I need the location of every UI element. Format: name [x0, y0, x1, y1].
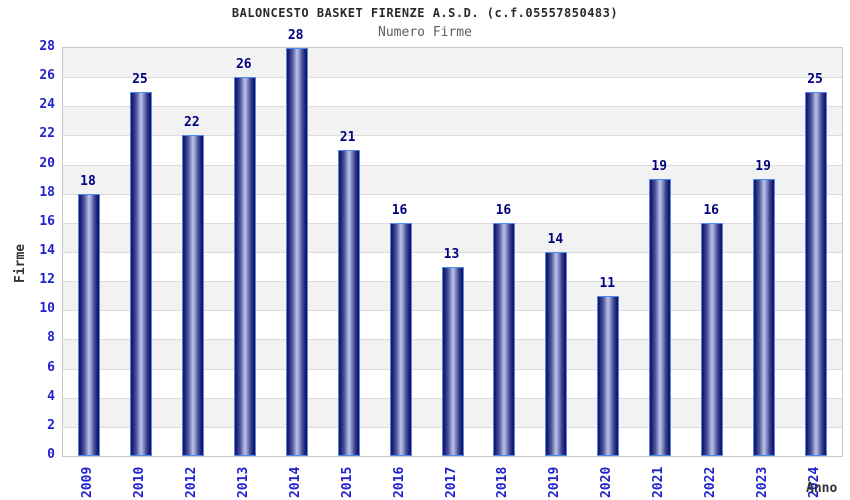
y-tick-label: 0 [47, 447, 55, 462]
bar-value-label: 19 [651, 159, 668, 175]
y-tick-label: 8 [47, 330, 55, 346]
bar [129, 91, 152, 456]
x-tick-label: 2022 [703, 466, 719, 498]
bar-value-label: 11 [599, 275, 616, 291]
bar [753, 179, 776, 456]
x-tick-label: 2023 [755, 466, 771, 498]
bar [233, 77, 256, 456]
chart-title: BALONCESTO BASKET FIRENZE A.S.D. (c.f.05… [231, 6, 619, 20]
grid-band [63, 48, 842, 78]
y-tick-label: 4 [47, 388, 55, 404]
bar-value-label: 22 [184, 115, 200, 131]
y-tick-label: 24 [39, 97, 55, 113]
x-tick-label: 2015 [339, 466, 355, 498]
bar-value-label: 19 [755, 159, 771, 175]
grid-band [63, 135, 842, 165]
plot-area [62, 47, 843, 457]
bar [545, 252, 568, 456]
bar-value-label: 26 [235, 57, 252, 73]
x-tick-label: 2014 [287, 466, 303, 498]
bar-value-label: 18 [80, 173, 96, 189]
x-tick-label: 2012 [183, 466, 199, 498]
x-axis-title: Anno [806, 481, 838, 496]
chart-subtitle: Numero Firme [378, 25, 472, 40]
bar-value-label: 14 [547, 232, 564, 247]
bar-value-label: 25 [807, 71, 823, 87]
bar [701, 222, 724, 456]
grid-band [63, 164, 842, 194]
bar-value-label: 16 [703, 202, 719, 218]
bar [389, 222, 412, 456]
x-tick-label: 2016 [391, 466, 407, 498]
y-tick-label: 26 [39, 68, 55, 84]
bar [649, 179, 672, 456]
x-tick-label: 2020 [599, 466, 615, 498]
y-tick-label: 28 [39, 39, 55, 54]
y-tick-label: 18 [39, 184, 55, 200]
bar [441, 266, 464, 456]
bar [805, 91, 828, 456]
x-tick-label: 2009 [79, 466, 95, 498]
bar [181, 135, 204, 456]
y-tick-label: 20 [39, 155, 55, 171]
bar [597, 295, 620, 456]
y-tick-label: 14 [39, 243, 55, 258]
x-tick-label: 2019 [547, 466, 563, 498]
bar-value-label: 13 [443, 246, 460, 262]
bar [77, 193, 100, 456]
y-tick-label: 16 [39, 213, 55, 229]
bar [493, 222, 516, 456]
x-tick-label: 2021 [651, 466, 667, 498]
y-tick-label: 10 [39, 301, 55, 317]
bar-value-label: 21 [339, 130, 356, 145]
x-tick-label: 2010 [131, 466, 147, 498]
y-tick-label: 22 [39, 126, 55, 142]
bar-value-label: 28 [287, 28, 304, 43]
bar [285, 48, 308, 456]
bar [337, 150, 360, 456]
y-tick-label: 12 [39, 272, 55, 288]
y-tick-label: 6 [47, 359, 55, 375]
bar-value-label: 16 [495, 202, 512, 218]
grid-band [63, 106, 842, 136]
bar-value-label: 25 [132, 71, 148, 87]
x-tick-label: 2017 [443, 466, 459, 498]
grid-band [63, 77, 842, 107]
x-tick-label: 2018 [495, 466, 511, 498]
x-tick-label: 2013 [235, 466, 251, 498]
y-tick-label: 2 [47, 417, 55, 433]
bar-value-label: 16 [391, 202, 408, 218]
